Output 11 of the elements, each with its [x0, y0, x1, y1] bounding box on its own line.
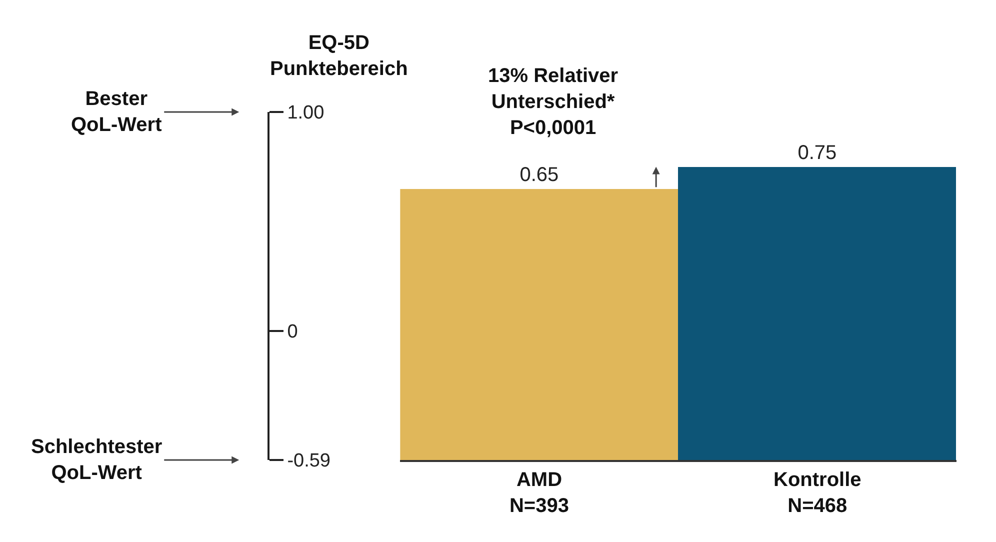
y-tick-label: 0: [287, 322, 298, 343]
annotation: 13% Relativer Unterschied* P<0,0001: [488, 65, 618, 139]
data-label: 0.65: [520, 164, 559, 186]
data-label: 0.75: [798, 142, 837, 164]
text: Schlechtester QoL-Wert: [31, 436, 162, 484]
y-tick-label: -0.59: [287, 450, 331, 472]
x-tick-label: Kontrolle N=468: [774, 469, 862, 517]
text: Bester QoL-Wert: [71, 88, 162, 136]
x-tick-label: AMD N=393: [509, 469, 569, 517]
y-axis-title: EQ-5D Punktebereich: [270, 32, 408, 80]
y-tick-label: 1.00: [287, 102, 324, 124]
